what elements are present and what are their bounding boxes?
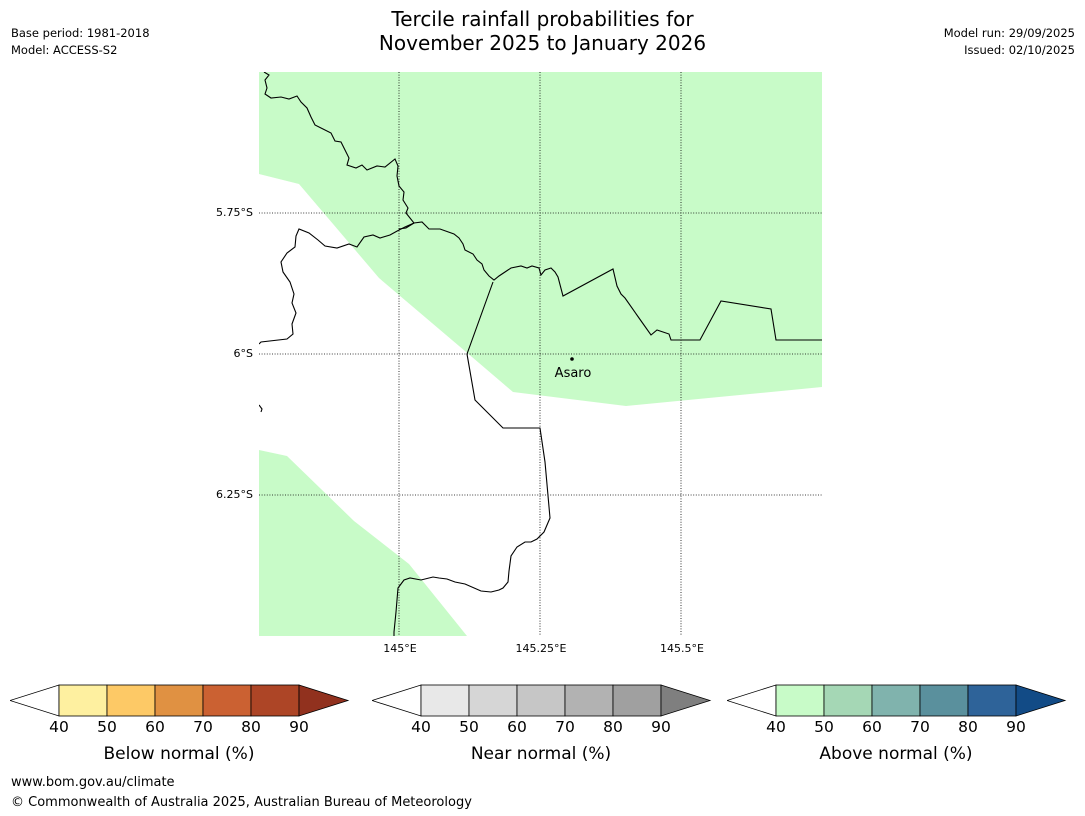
legend-label-above: Above normal (%) [819,744,973,764]
near-tick-40: 40 [411,718,431,736]
boundary-north [258,71,415,345]
footer-copyright: © Commonwealth of Australia 2025, Austra… [11,795,472,810]
title-line-1: Tercile rainfall probabilities for [391,7,694,31]
footer-website[interactable]: www.bom.gov.au/climate [11,775,175,790]
near-tick-90: 90 [651,718,671,736]
below-tick-50: 50 [97,718,117,736]
colorbar-near-normal [370,684,712,724]
below-tick-70: 70 [193,718,213,736]
colorbar-near-bin-40-50 [420,684,470,717]
boundary-mid [398,221,822,341]
meta-left: Base period: 1981-2018 Model: ACCESS-S2 [11,25,150,59]
colorbar-below-bin-40-50 [58,684,108,717]
base-period: Base period: 1981-2018 [11,26,150,40]
colorbar-above-min-arrow [725,684,777,717]
colorbar-below-normal [8,684,350,724]
lon-label-145-5: 145.5°E [660,642,704,655]
chart-title: Tercile rainfall probabilities for Novem… [0,7,1085,55]
colorbar-below-bin-50-60 [106,684,156,717]
below-tick-40: 40 [49,718,69,736]
near-tick-80: 80 [603,718,623,736]
legend-label-near: Near normal (%) [470,744,612,764]
above-tick-90: 90 [1006,718,1026,736]
colorbar-near-bin-50-60 [468,684,518,717]
map-svg: Asaro [258,71,822,636]
near-tick-70: 70 [555,718,575,736]
colorbar-below-max-arrow [298,684,350,717]
near-tick-50: 50 [459,718,479,736]
colorbar-below-bin-60-70 [154,684,204,717]
lat-label-6: 6°S [233,347,253,360]
colorbar-above-bin-50-60 [823,684,873,717]
colorbar-above-bin-60-70 [871,684,921,717]
colorbar-near-bin-60-70 [516,684,566,717]
gridlines [259,72,822,636]
colorbar-above-bin-80-90 [967,684,1017,717]
probability-shading-lower [259,450,467,636]
below-tick-80: 80 [241,718,261,736]
colorbar-near-bin-80-90 [612,684,662,717]
title-line-2: November 2025 to January 2026 [378,31,707,55]
colorbar-below-bin-80-90 [250,684,300,717]
colorbar-below-bin-70-80 [202,684,252,717]
lon-label-145: 145°E [383,642,417,655]
map-panel: Asaro [258,71,822,636]
above-tick-60: 60 [862,718,882,736]
boundaries [258,71,822,636]
above-tick-70: 70 [910,718,930,736]
lat-label-5-75: 5.75°S [216,206,253,219]
probability-shading-upper [259,72,822,406]
colorbar-near-min-arrow [370,684,422,717]
colorbar-near-bin-70-80 [564,684,614,717]
issued-date: Issued: 02/10/2025 [964,43,1075,57]
above-tick-80: 80 [958,718,978,736]
meta-right: Model run: 29/09/2025 Issued: 02/10/2025 [944,25,1075,59]
asaro-label: Asaro [555,366,592,381]
below-tick-90: 90 [289,718,309,736]
colorbar-above-normal [725,684,1067,724]
lat-label-6-25: 6.25°S [216,488,253,501]
colorbar-near-max-arrow [660,684,712,717]
colorbar-above-bin-70-80 [919,684,969,717]
near-tick-60: 60 [507,718,527,736]
above-tick-40: 40 [766,718,786,736]
legend-label-below: Below normal (%) [103,744,255,764]
colorbar-above-svg [725,684,1067,717]
lon-label-145-25: 145.25°E [515,642,567,655]
boundary-coast-fragment [258,404,263,413]
colorbar-below-min-arrow [8,684,60,717]
model-run: Model run: 29/09/2025 [943,26,1075,40]
colorbar-below-svg [8,684,350,717]
below-tick-60: 60 [145,718,165,736]
asaro-marker [570,357,574,361]
model-name: Model: ACCESS-S2 [11,43,118,57]
above-tick-50: 50 [814,718,834,736]
colorbar-above-max-arrow [1015,684,1067,717]
colorbar-above-bin-40-50 [775,684,825,717]
boundary-inner [393,281,551,636]
colorbar-near-svg [370,684,712,717]
